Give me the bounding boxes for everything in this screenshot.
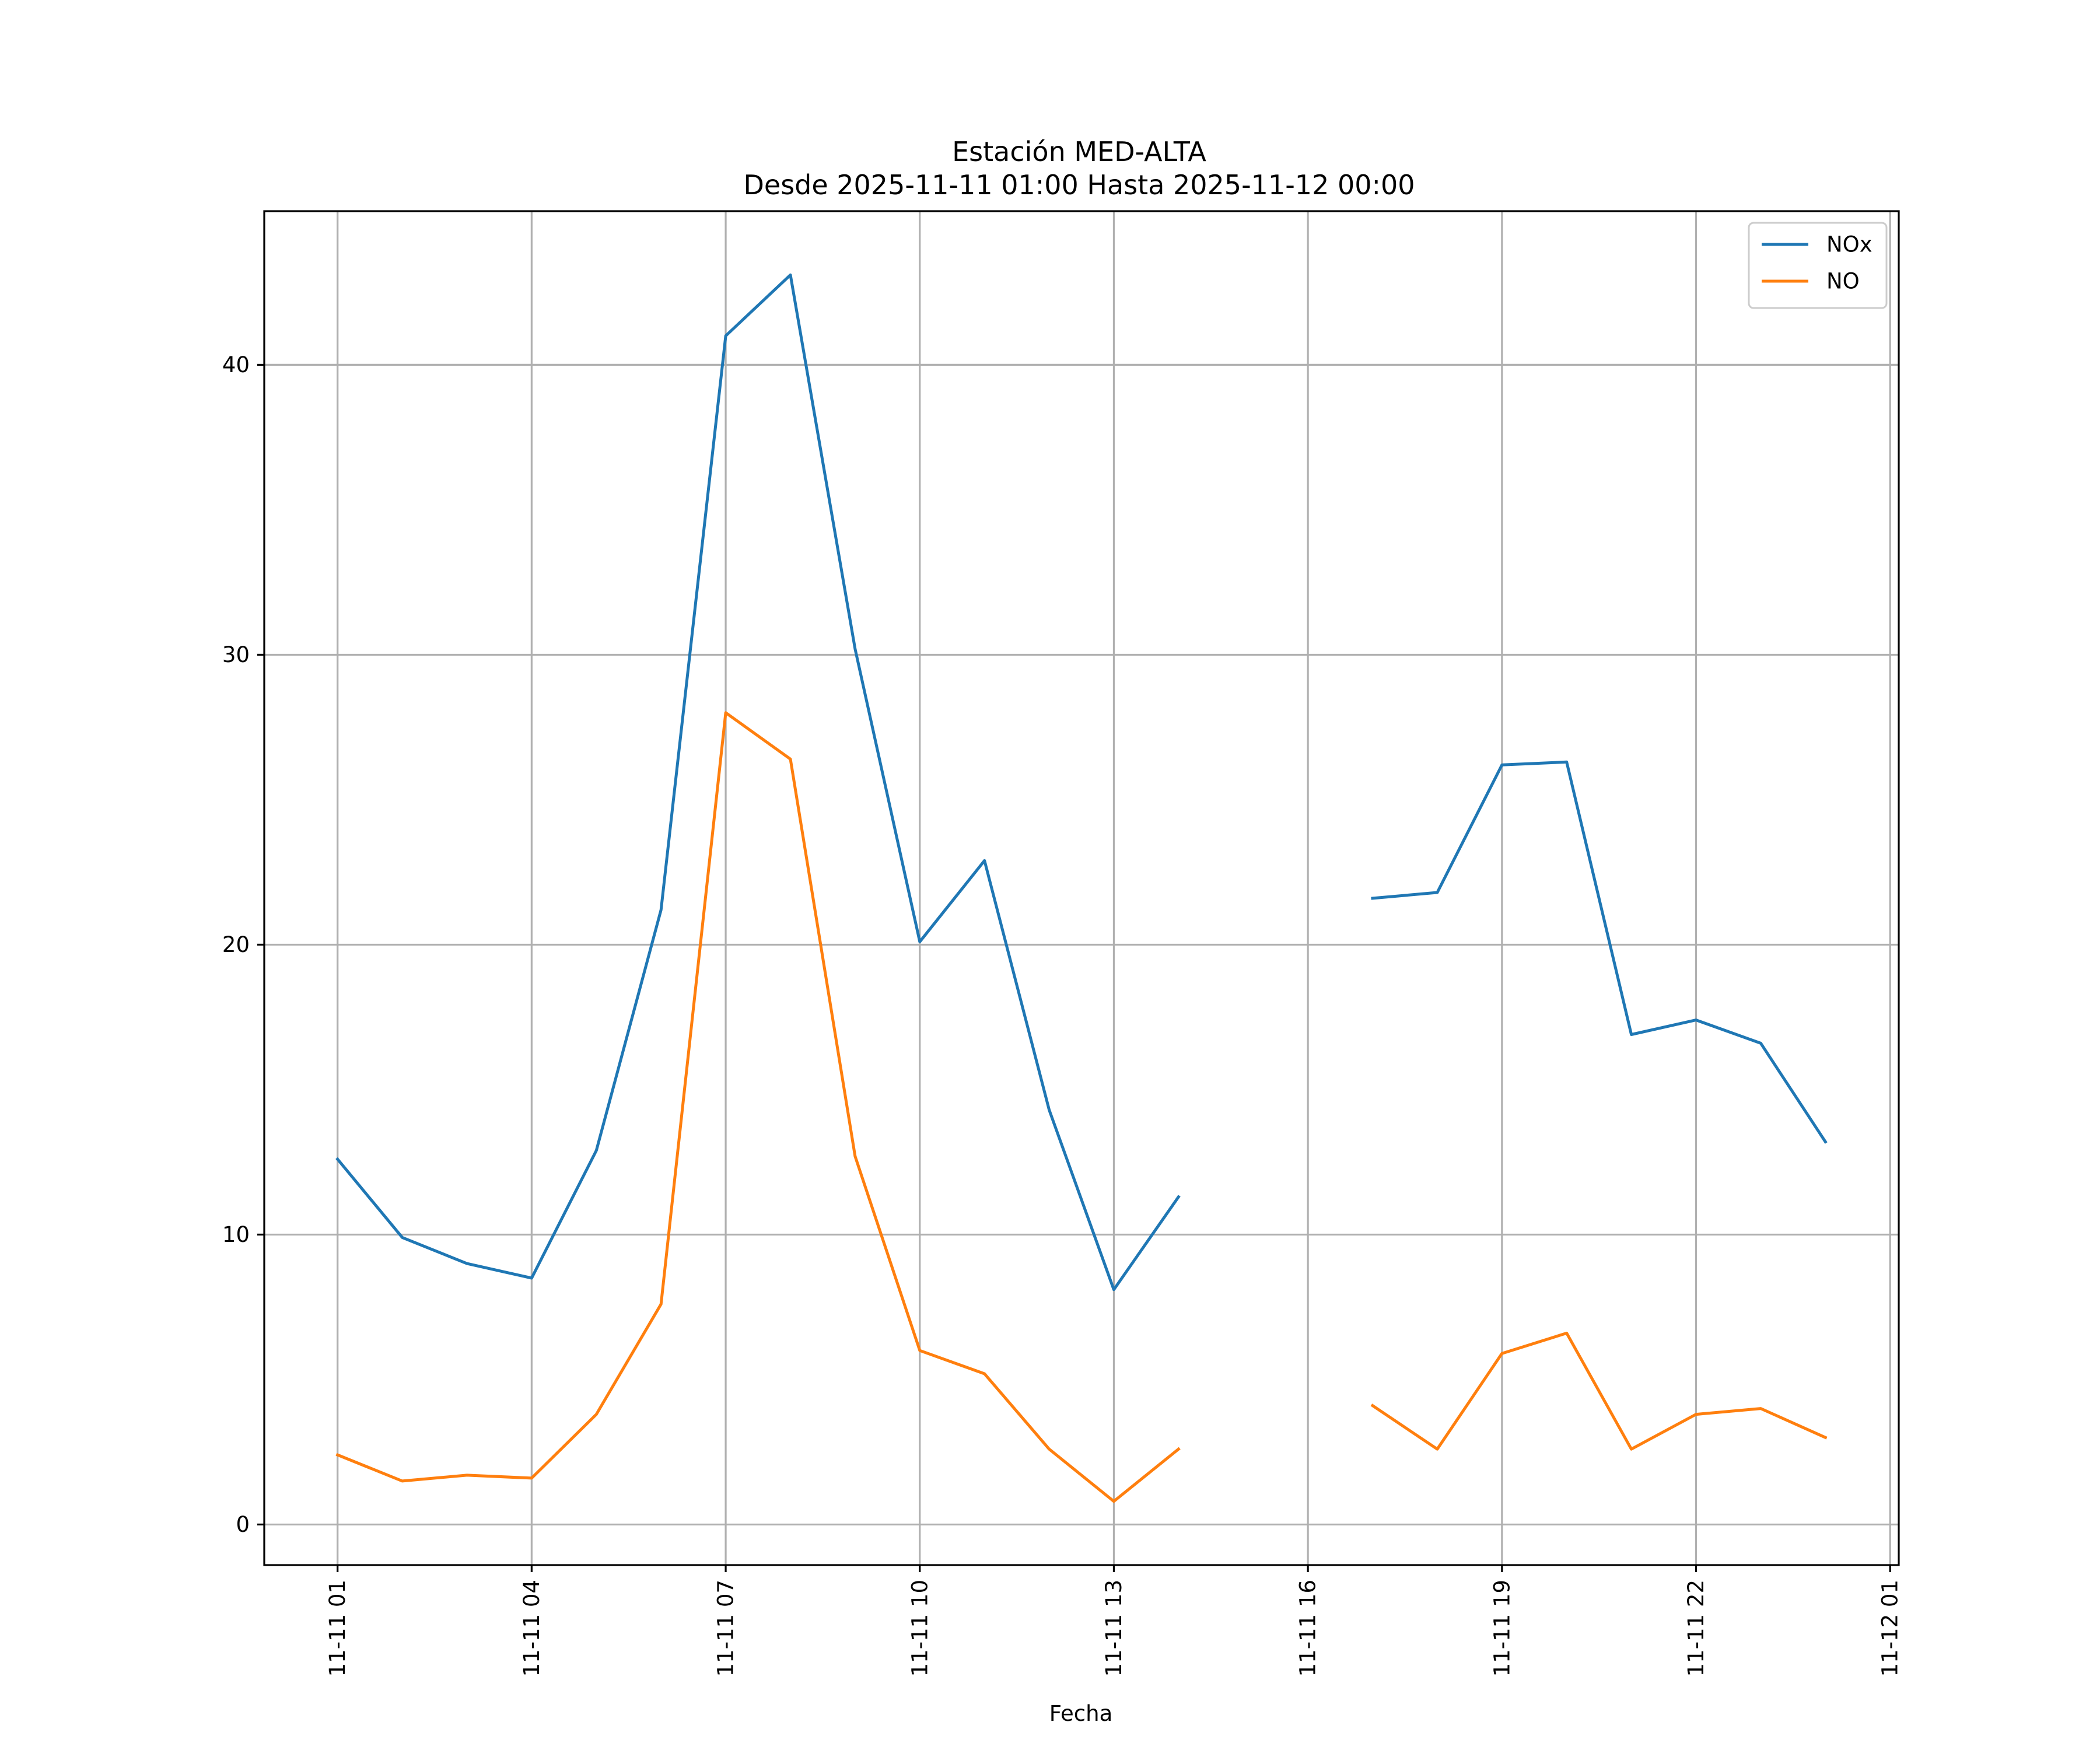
x-tick-label: 11-11 13 [1101, 1580, 1126, 1676]
grid-lines [264, 211, 1899, 1565]
series-lines [335, 273, 1828, 1503]
x-tick-label: 11-11 10 [907, 1580, 932, 1676]
series-line-no [335, 711, 1828, 1503]
series-line-nox [335, 273, 1828, 1292]
x-axis-label: Fecha [1049, 1701, 1113, 1726]
axis-ticks [257, 363, 1891, 1572]
chart-subtitle: Desde 2025-11-11 01:00 Hasta 2025-11-12 … [743, 169, 1415, 201]
y-tick-label: 20 [222, 932, 250, 957]
plot-frame [263, 210, 1900, 1566]
legend-label-nox: NOx [1826, 232, 1873, 257]
y-tick-label: 10 [222, 1222, 250, 1247]
x-tick-label: 11-11 07 [713, 1580, 738, 1676]
x-tick-label: 11-11 22 [1684, 1580, 1709, 1676]
x-tick-label: 11-11 01 [325, 1580, 350, 1676]
chart-title: Estación MED-ALTA [952, 136, 1206, 167]
x-tick-label: 11-12 01 [1878, 1580, 1903, 1676]
y-tick-label: 30 [222, 642, 250, 667]
x-tick-label: 11-11 16 [1296, 1580, 1321, 1676]
legend: NOx NO [1748, 222, 1888, 309]
x-tick-label: 11-11 04 [519, 1580, 544, 1676]
y-tick-label: 0 [236, 1512, 250, 1537]
x-tick-label: 11-11 19 [1489, 1580, 1514, 1676]
tick-labels: 11-11 01 11-11 04 11-11 07 11-11 10 11-11 13… [222, 352, 1903, 1676]
legend-label-no: NO [1826, 269, 1860, 294]
y-tick-label: 40 [222, 352, 250, 377]
